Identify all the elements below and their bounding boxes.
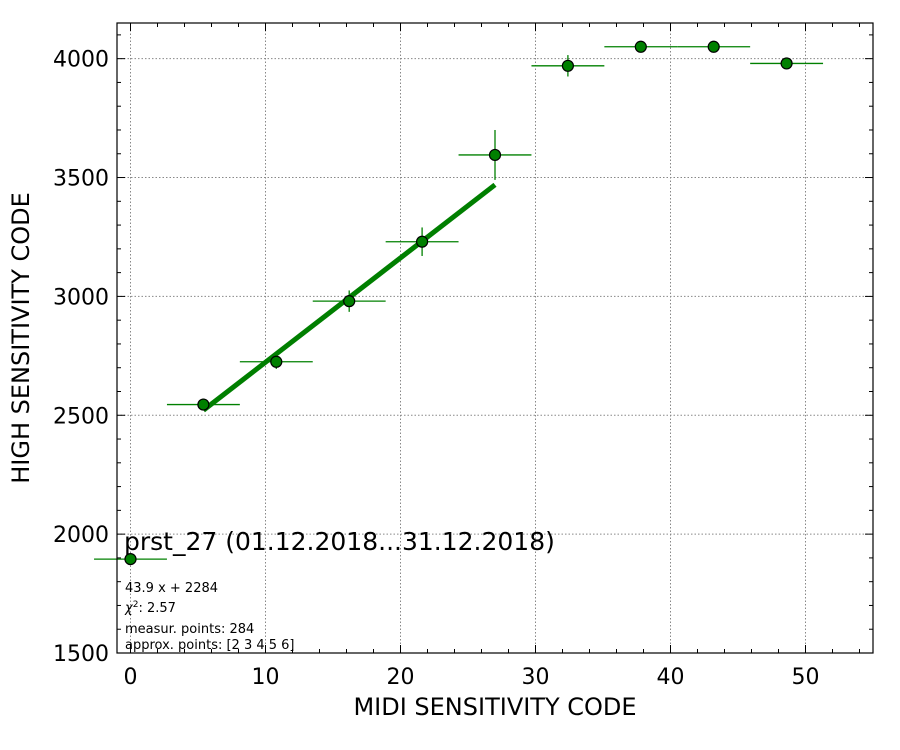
data-point [634, 40, 647, 53]
y-tick-label: 1500 [53, 642, 109, 667]
y-tick-label: 4000 [53, 48, 109, 73]
y-tick-labels: 1500 2000 2500 3000 3500 4000 [53, 48, 109, 667]
x-tick-label: 40 [657, 665, 685, 690]
approx-points-label: approx. points: [2 3 4 5 6] [125, 638, 295, 653]
data-point [343, 295, 356, 308]
y-axis-title: HIGH SENSITIVITY CODE [7, 192, 35, 484]
y-tick-label: 3000 [53, 285, 109, 310]
data-point [416, 235, 429, 248]
grid-lines [117, 23, 873, 654]
y-tick-label: 2000 [53, 523, 109, 548]
x-tick-label: 50 [792, 665, 820, 690]
data-point [197, 398, 210, 411]
data-points [124, 40, 793, 566]
data-point [707, 40, 720, 53]
chi-squared-label: χ2: 2.57 [124, 600, 176, 616]
x-axis-title: MIDI SENSITIVITY CODE [353, 693, 636, 721]
x-tick-label: 10 [252, 665, 280, 690]
x-tick-label: 0 [124, 665, 138, 690]
plot-frame [116, 22, 874, 654]
data-point [124, 552, 137, 566]
x-tick-label: 20 [387, 665, 415, 690]
chart-title: prst_27 (01.12.2018...31.12.2018) [124, 527, 555, 556]
x-tick-label: 30 [522, 665, 550, 690]
x-tick-labels: 0 10 20 30 40 50 [124, 665, 820, 690]
measured-points-label: measur. points: 284 [125, 622, 254, 637]
data-point [270, 355, 283, 368]
data-point [488, 148, 502, 162]
fit-equation: 43.9 x + 2284 [125, 581, 218, 596]
minor-ticks [117, 23, 873, 654]
error-bars [94, 45, 824, 562]
data-point [561, 59, 575, 72]
y-tick-label: 2500 [53, 404, 109, 429]
data-point [780, 57, 793, 70]
chi-squared-value: 2.57 [147, 601, 176, 616]
y-tick-label: 3500 [53, 167, 109, 192]
